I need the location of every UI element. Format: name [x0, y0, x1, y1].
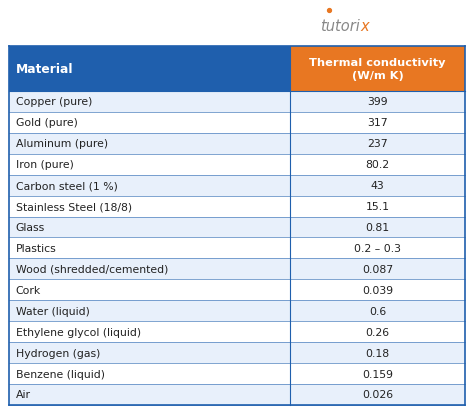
- Bar: [290, 47, 465, 92]
- Text: Air: Air: [16, 389, 31, 400]
- Text: tutori: tutori: [320, 19, 360, 34]
- Text: Aluminum (pure): Aluminum (pure): [16, 139, 108, 149]
- Text: Benzene (liquid): Benzene (liquid): [16, 369, 105, 379]
- Text: Thermal conductivity
(W/m K): Thermal conductivity (W/m K): [309, 58, 446, 81]
- Bar: [290, 196, 465, 217]
- Text: Glass: Glass: [16, 222, 45, 232]
- Bar: [9, 342, 290, 363]
- Bar: [9, 175, 290, 196]
- Text: 237: 237: [367, 139, 388, 149]
- Bar: [9, 154, 290, 175]
- Text: Hydrogen (gas): Hydrogen (gas): [16, 348, 100, 358]
- Text: 0.2 – 0.3: 0.2 – 0.3: [354, 243, 401, 253]
- Bar: [290, 92, 465, 112]
- Bar: [9, 363, 290, 384]
- Text: Material: Material: [16, 63, 73, 76]
- Text: Carbon steel (1 %): Carbon steel (1 %): [16, 181, 118, 191]
- Bar: [9, 301, 290, 321]
- Text: 0.26: 0.26: [365, 327, 390, 337]
- Bar: [290, 112, 465, 133]
- Text: Plastics: Plastics: [16, 243, 56, 253]
- Bar: [290, 175, 465, 196]
- Text: 15.1: 15.1: [365, 202, 390, 211]
- Bar: [290, 363, 465, 384]
- Text: Gold (pure): Gold (pure): [16, 118, 78, 128]
- Text: 0.81: 0.81: [365, 222, 390, 232]
- Text: Cork: Cork: [16, 285, 41, 295]
- Bar: [9, 384, 290, 405]
- Text: 0.039: 0.039: [362, 285, 393, 295]
- Bar: [9, 238, 290, 259]
- Bar: [9, 92, 290, 112]
- Text: 0.087: 0.087: [362, 264, 393, 274]
- Text: Water (liquid): Water (liquid): [16, 306, 90, 316]
- Bar: [290, 217, 465, 238]
- Text: Stainless Steel (18/8): Stainless Steel (18/8): [16, 202, 132, 211]
- Text: Copper (pure): Copper (pure): [16, 97, 92, 107]
- Bar: [9, 47, 290, 92]
- Bar: [9, 259, 290, 280]
- Bar: [9, 133, 290, 154]
- Bar: [290, 259, 465, 280]
- Text: 0.18: 0.18: [365, 348, 390, 358]
- Bar: [290, 154, 465, 175]
- Bar: [9, 112, 290, 133]
- Bar: [9, 280, 290, 301]
- Bar: [9, 196, 290, 217]
- Text: Iron (pure): Iron (pure): [16, 160, 73, 170]
- Text: x: x: [360, 19, 369, 34]
- Text: Wood (shredded/cemented): Wood (shredded/cemented): [16, 264, 168, 274]
- Text: 80.2: 80.2: [365, 160, 390, 170]
- Bar: [290, 280, 465, 301]
- Bar: [9, 217, 290, 238]
- Text: 0.026: 0.026: [362, 389, 393, 400]
- Text: 317: 317: [367, 118, 388, 128]
- Text: 0.159: 0.159: [362, 369, 393, 379]
- Bar: [290, 342, 465, 363]
- Text: 43: 43: [371, 181, 384, 191]
- Bar: [9, 321, 290, 342]
- Bar: [290, 133, 465, 154]
- Bar: [290, 301, 465, 321]
- Text: Ethylene glycol (liquid): Ethylene glycol (liquid): [16, 327, 141, 337]
- Bar: [290, 321, 465, 342]
- Bar: [290, 238, 465, 259]
- Text: 0.6: 0.6: [369, 306, 386, 316]
- Text: 399: 399: [367, 97, 388, 107]
- Bar: [290, 384, 465, 405]
